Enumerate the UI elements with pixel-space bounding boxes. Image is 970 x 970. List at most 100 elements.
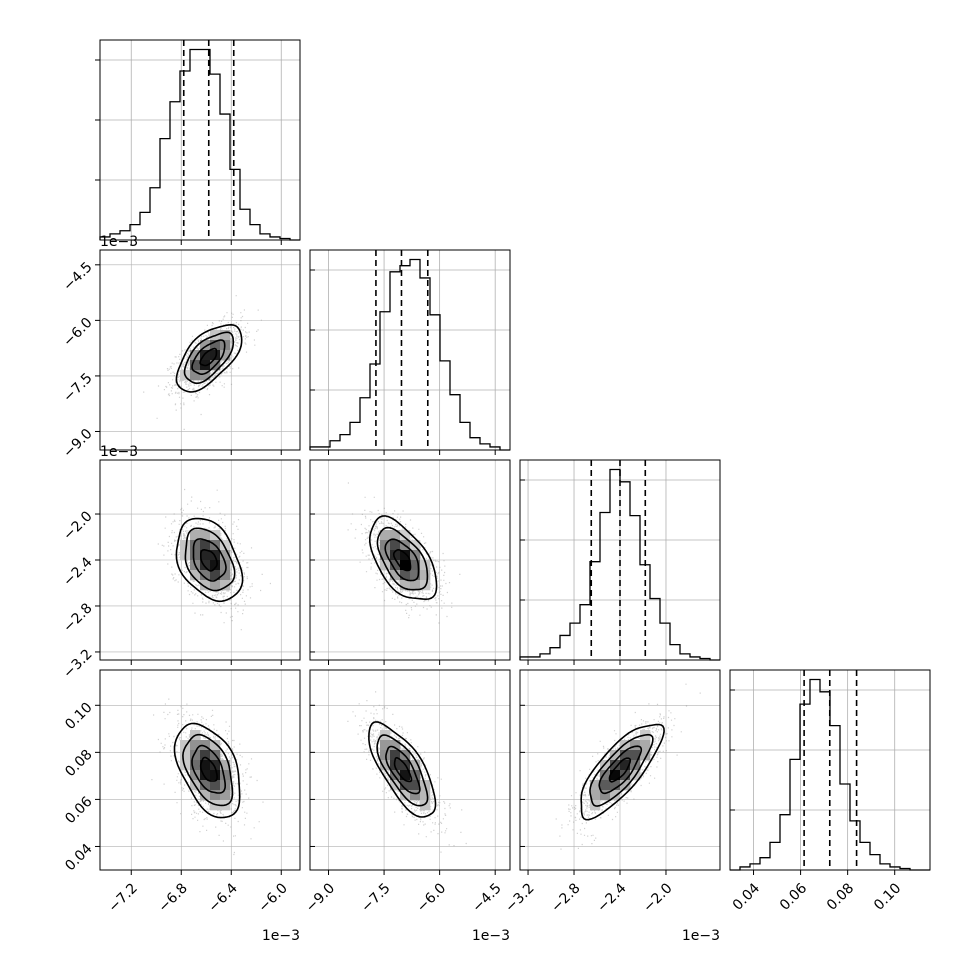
density-cell — [380, 530, 391, 541]
x-tick-label: −9.0 — [303, 880, 338, 915]
density-cell — [600, 780, 611, 791]
contour-line — [608, 757, 632, 783]
density-cell — [210, 780, 221, 791]
density-cell — [180, 540, 191, 551]
y-offset-label: 1e−3 — [100, 234, 138, 250]
density-cell — [200, 530, 211, 541]
density-cell — [640, 740, 651, 751]
contour-line — [368, 721, 437, 818]
density-cell — [390, 750, 401, 761]
y-tick-label: −2.0 — [60, 508, 95, 543]
density-cell — [600, 760, 611, 771]
contour-line — [192, 538, 227, 582]
histogram-steps — [99, 48, 300, 241]
density-cell — [390, 530, 401, 541]
density-cell — [190, 760, 201, 771]
scatter-panel-1-0 — [95, 249, 301, 455]
density-cell — [600, 770, 611, 781]
x-offset-label: 1e−3 — [682, 928, 720, 944]
density-cell — [210, 740, 221, 751]
y-offset-label: 1e−3 — [100, 444, 138, 460]
density-cell — [200, 540, 211, 551]
x-tick-label: −6.4 — [206, 880, 241, 915]
density-cell — [410, 760, 421, 771]
x-offset-label: 1e−3 — [472, 928, 510, 944]
density-cell — [200, 560, 211, 571]
density-cell — [420, 800, 431, 811]
contour-line — [376, 734, 429, 807]
density-cell — [210, 570, 221, 581]
y-tick-label: −7.5 — [60, 370, 95, 405]
density-cell — [210, 340, 221, 351]
contour-line — [580, 723, 665, 821]
density-cell — [210, 350, 221, 361]
density-cell — [190, 350, 201, 361]
contour-line — [199, 347, 218, 367]
panel-frame — [99, 669, 301, 871]
density-cell — [380, 750, 391, 761]
density-cell — [200, 770, 211, 781]
scatter-panel-3-2 — [519, 669, 721, 875]
scatter-panel-2-0 — [95, 459, 301, 665]
density-cell — [200, 580, 211, 591]
density-cell — [420, 570, 431, 581]
density-cell — [200, 740, 211, 751]
density-cell — [610, 790, 621, 801]
density-cell — [200, 760, 211, 771]
x-tick-label: −7.5 — [358, 880, 393, 915]
histogram-panel-1 — [309, 249, 511, 455]
density-cell — [200, 750, 211, 761]
x-tick-label: −2.4 — [594, 880, 629, 915]
contour-line — [392, 549, 412, 572]
density-cell — [400, 790, 411, 801]
density-cell — [400, 550, 411, 561]
density-cell — [220, 570, 231, 581]
x-tick-label: −2.8 — [548, 880, 583, 915]
density-cell — [410, 570, 421, 581]
density-cell — [210, 760, 221, 771]
density-cell — [390, 550, 401, 561]
density-cell — [180, 750, 191, 761]
density-cell — [610, 770, 621, 781]
density-cell — [410, 580, 421, 591]
density-cell — [190, 540, 201, 551]
contour-line — [191, 744, 227, 794]
density-cell — [220, 350, 231, 361]
density-cell — [220, 580, 231, 591]
panel-frame — [99, 39, 301, 241]
density-cell — [220, 540, 231, 551]
contour-line — [393, 757, 413, 783]
density-cell — [200, 370, 211, 381]
density-cell — [200, 350, 211, 361]
density-cell — [640, 750, 651, 761]
x-tick-label: −3.2 — [502, 880, 537, 915]
y-tick-label: −2.4 — [60, 554, 95, 589]
density-cell — [380, 550, 391, 561]
density-cell — [200, 790, 211, 801]
density-cell — [380, 740, 391, 751]
density-cell — [390, 570, 401, 581]
panel-frame — [99, 249, 301, 451]
density-cell — [400, 530, 411, 541]
contour-line — [182, 733, 234, 807]
histogram-panel-3 — [729, 669, 931, 875]
panel-frame — [309, 669, 511, 871]
density-cell — [410, 540, 421, 551]
density-cell — [420, 790, 431, 801]
density-cell — [620, 770, 631, 781]
density-cell — [610, 750, 621, 761]
contour-line — [369, 515, 438, 601]
density-cell — [210, 580, 221, 591]
density-cell — [210, 770, 221, 781]
scatter-points — [151, 698, 264, 856]
density-cell — [620, 740, 631, 751]
x-tick-label: 0.06 — [777, 880, 810, 913]
density-cell — [380, 760, 391, 771]
density-cell — [220, 550, 231, 561]
x-tick-label: −2.0 — [640, 880, 675, 915]
contour-line — [598, 745, 643, 795]
y-tick-label: −2.8 — [60, 600, 95, 635]
x-tick-label: −6.0 — [414, 880, 449, 915]
density-cell — [190, 750, 201, 761]
